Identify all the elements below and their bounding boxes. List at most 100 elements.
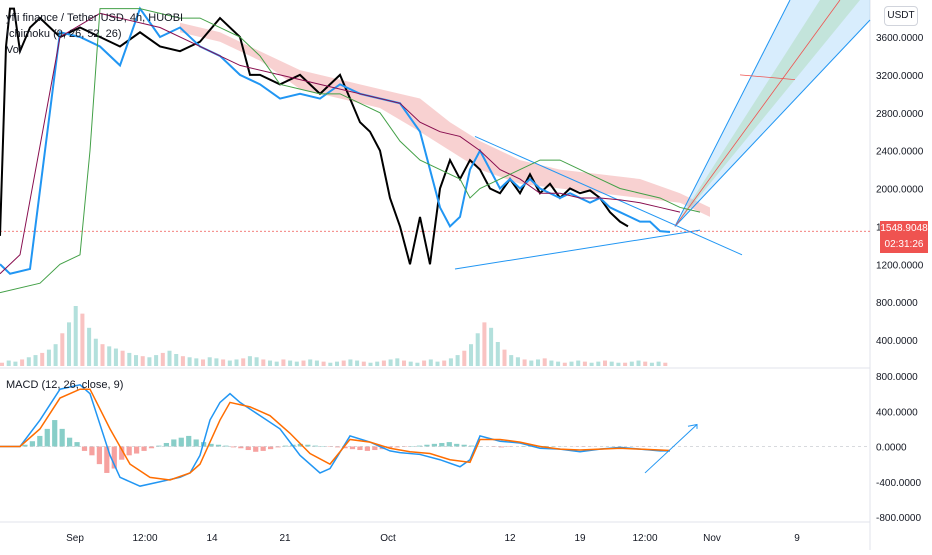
volume-bar <box>563 363 567 366</box>
macd-histogram-bar <box>253 447 258 452</box>
price-tick-label: 800.0000 <box>876 298 918 309</box>
macd-histogram-bar <box>179 438 184 447</box>
volume-bar <box>348 359 352 366</box>
macd-histogram-bar <box>268 447 273 450</box>
price-tick-label: 2400.0000 <box>876 147 924 158</box>
volume-bar <box>0 363 4 366</box>
volume-bar <box>20 359 24 366</box>
fan-area-green <box>675 0 860 226</box>
volume-bar <box>402 361 406 366</box>
macd-histogram-bar <box>97 447 102 465</box>
current-price-tag: 1548.9048 <box>880 221 928 237</box>
volume-bar <box>355 361 359 366</box>
volume-bar <box>382 361 386 366</box>
volume-bar <box>221 359 225 366</box>
vol-legend: Vol <box>6 44 21 56</box>
volume-bar <box>80 314 84 366</box>
volume-bar <box>201 359 205 366</box>
volume-bar <box>275 362 279 366</box>
volume-bar <box>496 342 500 366</box>
volume-bar <box>288 361 292 366</box>
volume-bar <box>295 362 299 366</box>
volume-bar <box>87 328 91 366</box>
price-line <box>0 9 628 265</box>
time-tick-label: 9 <box>794 533 800 544</box>
price-tick-label: 400.0000 <box>876 336 918 347</box>
volume-bar <box>570 362 574 366</box>
volume-bar <box>409 362 413 366</box>
volume-bar <box>174 354 178 366</box>
macd-histogram-bar <box>82 447 87 451</box>
macd-tick-label: 0.0000 <box>876 443 907 454</box>
volume-bar <box>315 361 319 366</box>
price-tick-label: 3200.0000 <box>876 71 924 82</box>
time-tick-label: 12:00 <box>132 533 157 544</box>
volume-bar <box>248 356 252 366</box>
macd-histogram-bar <box>141 447 146 451</box>
macd-histogram-bar <box>67 438 72 447</box>
volume-bar <box>637 361 641 366</box>
volume-bar <box>509 355 513 366</box>
volume-bar <box>235 359 239 366</box>
time-tick-label: 12 <box>504 533 516 544</box>
macd-legend: MACD (12, 26, close, 9) <box>6 379 123 391</box>
volume-bar <box>67 322 71 366</box>
volume-bar <box>549 361 553 366</box>
volume-bar <box>40 353 44 366</box>
ichimoku-cloud <box>180 23 710 217</box>
volume-bar <box>107 346 111 366</box>
macd-tick-label: 400.0000 <box>876 407 918 418</box>
volume-bar <box>74 306 78 366</box>
time-tick-label: 21 <box>279 533 291 544</box>
volume-bar <box>268 361 272 366</box>
volume-bar <box>489 328 493 366</box>
price-tick-label: 1200.0000 <box>876 260 924 271</box>
macd-histogram-bar <box>194 439 199 446</box>
volume-bar <box>543 358 547 366</box>
volume-bar <box>60 333 64 366</box>
volume-bar <box>610 362 614 366</box>
volume-bar <box>47 350 51 366</box>
volume-bar <box>663 363 667 366</box>
price-tick-label: 2000.0000 <box>876 185 924 196</box>
time-tick-label: Nov <box>703 533 721 544</box>
macd-tick-label: 800.0000 <box>876 372 918 383</box>
volume-bar <box>422 361 426 366</box>
volume-bar <box>147 357 151 366</box>
volume-bar <box>429 359 433 366</box>
base-line <box>0 13 680 273</box>
volume-bar <box>342 361 346 366</box>
volume-bar <box>188 357 192 366</box>
signal-line <box>0 389 670 480</box>
price-tick-label: 2800.0000 <box>876 109 924 120</box>
volume-bar <box>603 361 607 366</box>
macd-histogram-bar <box>261 447 266 451</box>
macd-histogram-bar <box>439 443 444 447</box>
time-tick-label: Oct <box>380 533 396 544</box>
volume-bar <box>134 355 138 366</box>
fan-line <box>675 0 840 226</box>
macd-histogram-bar <box>372 447 377 451</box>
volume-bar <box>650 363 654 366</box>
macd-line <box>0 385 670 486</box>
volume-bar <box>529 361 533 366</box>
volume-bar <box>643 362 647 366</box>
volume-bar <box>369 363 373 366</box>
usdt-currency-button[interactable]: USDT <box>884 6 918 26</box>
volume-bar <box>13 362 17 366</box>
volume-bar <box>536 359 540 366</box>
volume-bar <box>302 361 306 366</box>
volume-bar <box>630 362 634 366</box>
volume-bar <box>415 363 419 366</box>
volume-bar <box>590 363 594 366</box>
macd-histogram-bar <box>134 447 139 454</box>
volume-bar <box>476 333 480 366</box>
volume-bar <box>456 355 460 366</box>
volume-bar <box>214 358 218 366</box>
volume-bar <box>94 339 98 366</box>
macd-histogram-bar <box>171 439 176 446</box>
volume-bar <box>27 357 31 366</box>
volume-bar <box>482 322 486 366</box>
